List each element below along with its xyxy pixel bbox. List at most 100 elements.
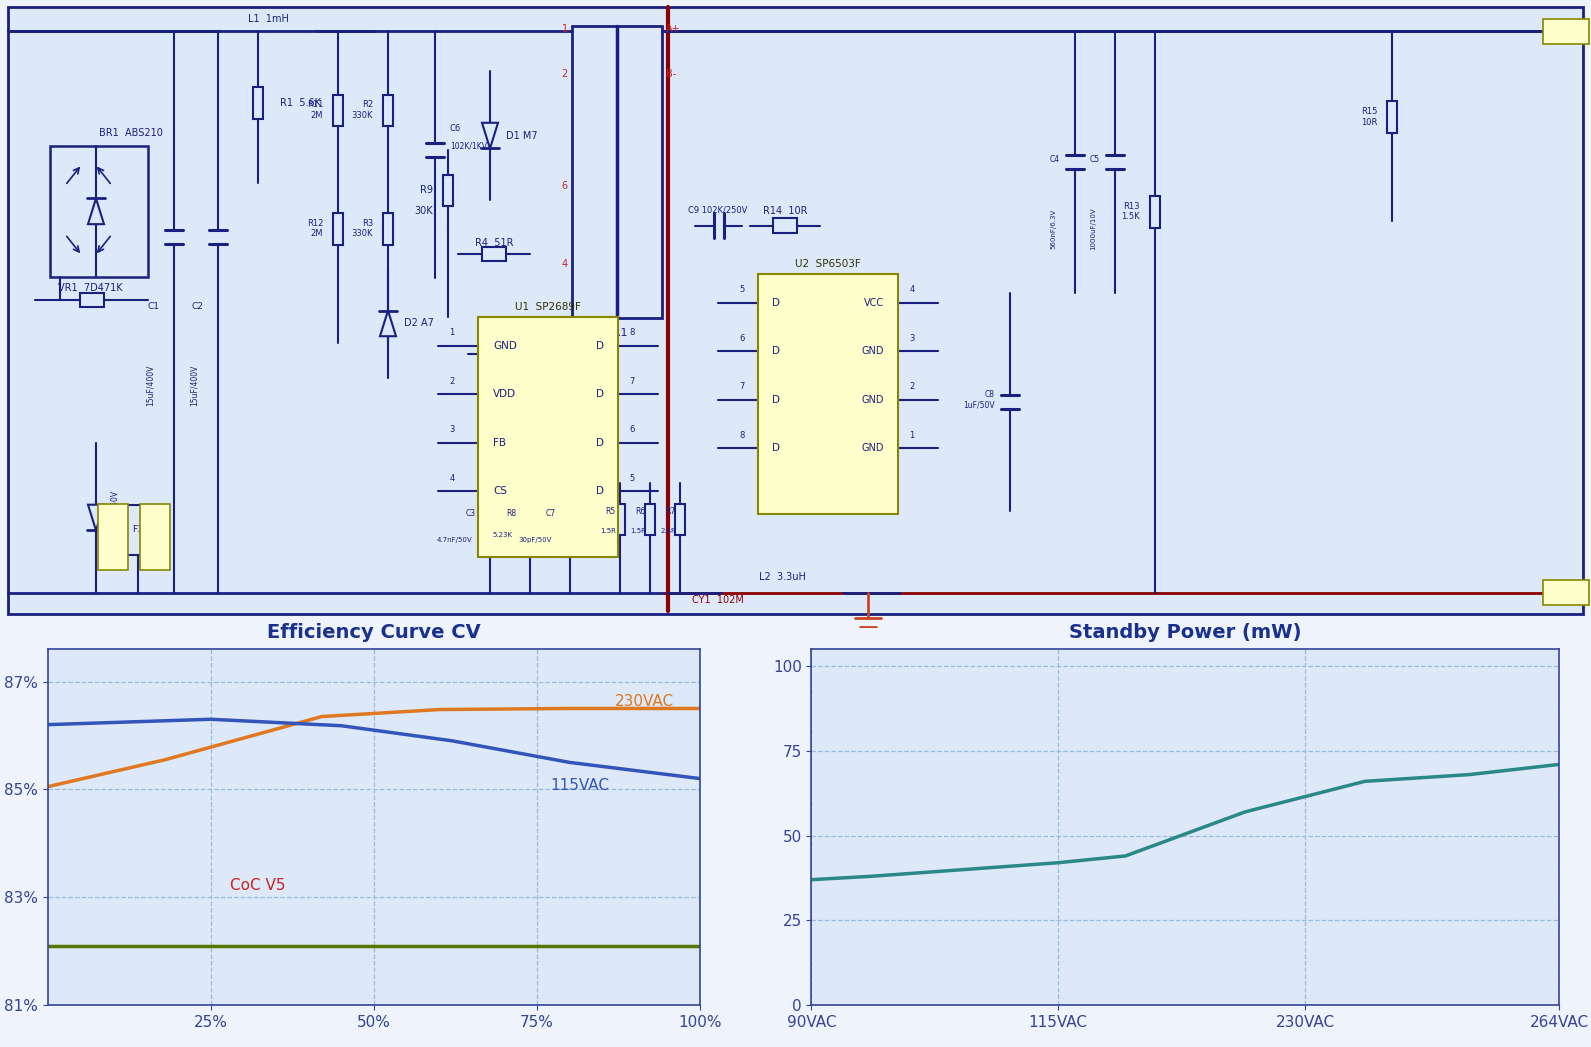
Text: 3: 3	[910, 334, 915, 342]
Text: F1: F1	[132, 526, 143, 534]
Text: D: D	[597, 438, 605, 448]
Text: R8: R8	[506, 510, 515, 518]
Text: R1  5.6K: R1 5.6K	[280, 97, 321, 108]
Text: VCC: VCC	[864, 297, 885, 308]
Text: B-: B-	[667, 69, 676, 80]
Bar	[140, 504, 170, 570]
Text: GND: GND	[493, 340, 517, 351]
Text: 15uF/400V: 15uF/400V	[146, 364, 154, 406]
Bar	[442, 175, 453, 206]
Text: R12
2M: R12 2M	[307, 219, 323, 238]
Polygon shape	[482, 122, 498, 149]
Bar	[773, 219, 797, 232]
Text: R11
2M: R11 2M	[307, 101, 323, 119]
Text: CS: CS	[493, 486, 508, 496]
Text: 5.23K: 5.23K	[492, 532, 512, 538]
Text: 30pF/50V: 30pF/50V	[519, 537, 552, 542]
Text: D: D	[597, 389, 605, 399]
Text: 2: 2	[562, 69, 568, 80]
Text: D: D	[597, 486, 605, 496]
Bar	[80, 293, 103, 307]
Text: 8: 8	[740, 431, 745, 440]
Text: 6: 6	[740, 334, 745, 342]
Text: D: D	[597, 340, 605, 351]
Polygon shape	[380, 311, 396, 336]
Bar	[525, 504, 535, 535]
Text: 2: 2	[449, 377, 455, 385]
Bar	[477, 317, 617, 557]
Text: C6: C6	[450, 124, 461, 133]
Bar	[253, 87, 263, 118]
Text: 115VAC: 115VAC	[550, 778, 609, 793]
Bar	[49, 146, 148, 277]
Text: 2: 2	[910, 382, 915, 392]
Text: GND: GND	[861, 347, 885, 356]
Text: U1  SP2689F: U1 SP2689F	[515, 302, 581, 312]
Text: C5: C5	[1090, 155, 1099, 164]
Text: D: D	[772, 347, 780, 356]
Text: R9: R9	[420, 185, 433, 195]
Text: 2A 250V: 2A 250V	[111, 491, 119, 522]
Text: U2  SP6503F: U2 SP6503F	[796, 259, 861, 269]
Text: 2.4R: 2.4R	[660, 528, 676, 534]
Text: 1.5R: 1.5R	[630, 528, 646, 534]
Text: +Vo: +Vo	[1553, 26, 1578, 37]
Text: 102K/1KV: 102K/1KV	[450, 141, 487, 150]
Text: R10  10R: R10 10R	[496, 337, 541, 348]
Text: 6: 6	[562, 180, 568, 191]
Text: R4  51R: R4 51R	[474, 238, 514, 248]
Text: VR1  7D471K: VR1 7D471K	[57, 284, 123, 293]
Text: 1: 1	[910, 431, 915, 440]
Text: C4: C4	[1050, 155, 1060, 164]
Text: BR1  ABS210: BR1 ABS210	[99, 128, 162, 138]
Text: D1 M7: D1 M7	[506, 131, 538, 140]
Bar	[333, 214, 344, 245]
Text: C3: C3	[466, 510, 476, 518]
Text: R2
330K: R2 330K	[352, 101, 372, 119]
Bar	[617, 26, 662, 318]
Text: 1: 1	[449, 328, 455, 337]
Polygon shape	[88, 505, 103, 531]
Text: 4: 4	[910, 286, 915, 294]
Title: Standby Power (mW): Standby Power (mW)	[1069, 623, 1301, 642]
Bar	[675, 504, 686, 535]
Text: C1: C1	[146, 303, 159, 311]
Bar	[482, 247, 506, 262]
Text: 3: 3	[449, 425, 455, 435]
Text: 230VAC: 230VAC	[616, 694, 675, 710]
Text: L2  3.3uH: L2 3.3uH	[759, 572, 805, 582]
Bar	[1543, 19, 1589, 44]
Text: L: L	[151, 531, 159, 543]
Text: 7: 7	[630, 377, 635, 385]
Text: GND: GND	[861, 443, 885, 453]
Text: D: D	[772, 395, 780, 405]
Bar	[644, 504, 655, 535]
Text: C7: C7	[546, 510, 555, 518]
Text: 4: 4	[562, 259, 568, 269]
Bar	[126, 506, 150, 555]
Text: 4: 4	[449, 474, 455, 483]
Text: R13
1.5K: R13 1.5K	[1122, 202, 1141, 221]
Bar	[333, 95, 344, 127]
Bar	[99, 504, 127, 570]
Text: 7: 7	[740, 382, 745, 392]
Text: GND: GND	[1553, 587, 1580, 598]
Text: 4.7nF/50V: 4.7nF/50V	[436, 537, 473, 542]
Bar	[508, 347, 531, 361]
Text: D: D	[772, 443, 780, 453]
Text: 30K: 30K	[414, 206, 433, 217]
Bar	[616, 504, 625, 535]
Bar	[383, 95, 393, 127]
Text: C9 102K/250V: C9 102K/250V	[689, 205, 748, 215]
Text: 15uF/400V: 15uF/400V	[189, 364, 199, 406]
Text: R5: R5	[606, 507, 616, 515]
Text: R14  10R: R14 10R	[762, 206, 807, 217]
Text: C2: C2	[191, 303, 204, 311]
Text: R6: R6	[636, 507, 646, 515]
Text: GND: GND	[861, 395, 885, 405]
Text: CoC V5: CoC V5	[231, 878, 286, 893]
Text: 5: 5	[740, 286, 745, 294]
Text: D: D	[772, 297, 780, 308]
Bar	[757, 274, 897, 514]
Text: VDD: VDD	[493, 389, 515, 399]
